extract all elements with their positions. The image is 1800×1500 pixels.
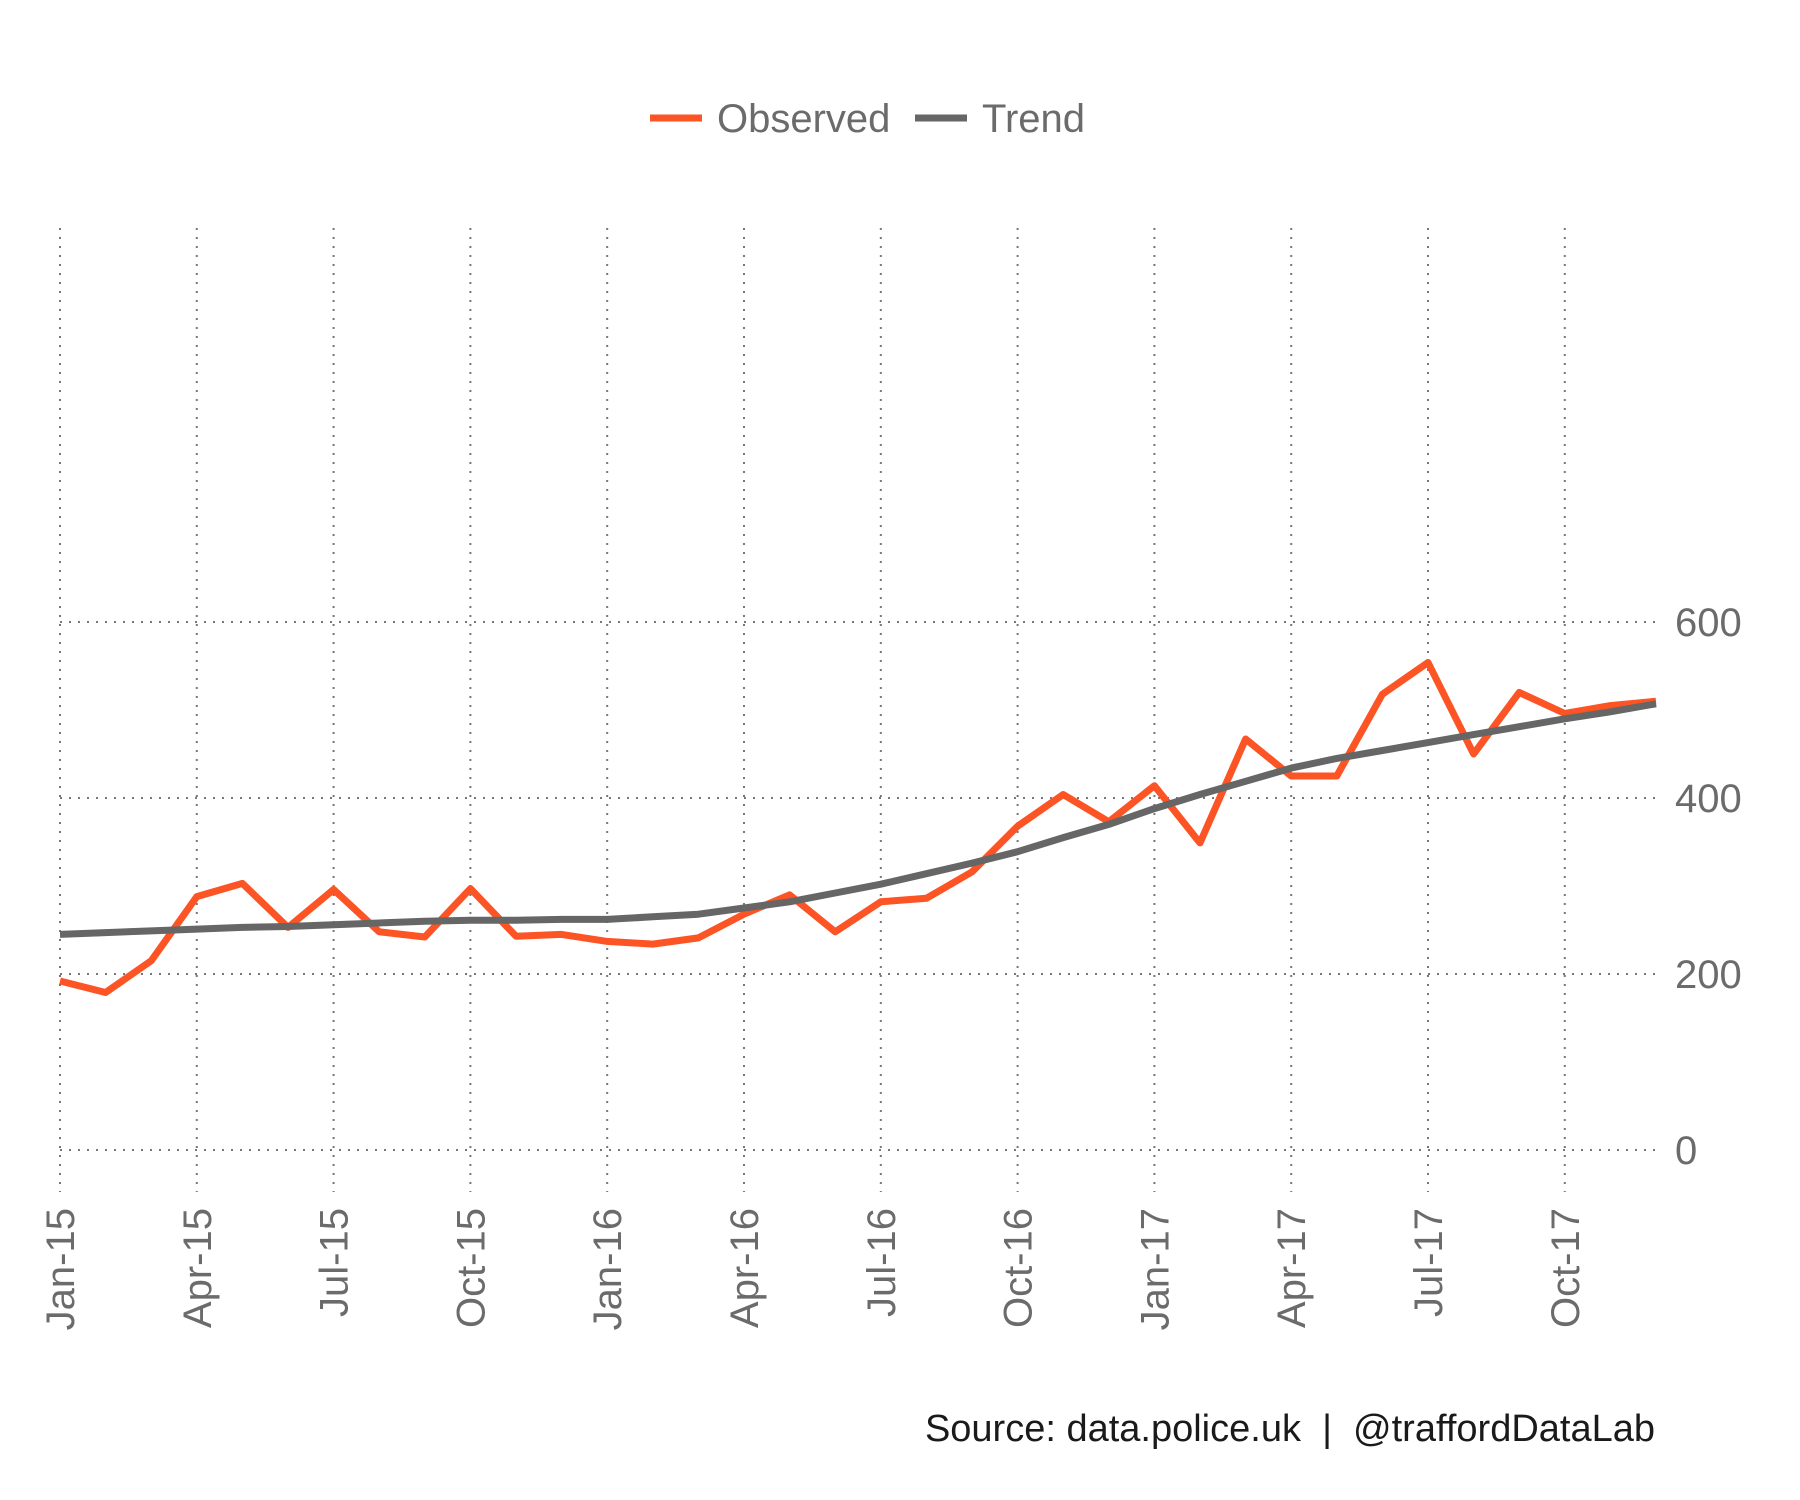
- y-tick-label: 200: [1675, 953, 1742, 997]
- legend-label-trend: Trend: [982, 97, 1085, 141]
- x-tick-label: Jul-16: [860, 1208, 904, 1317]
- legend-label-observed: Observed: [717, 97, 890, 141]
- x-axis-tick-labels: Jan-15 Apr-15 Jul-15 Oct-15 Jan-16 Apr-16 Jul-…: [39, 1208, 1588, 1330]
- series-line-observed: [59, 659, 1657, 996]
- x-tick-label: Oct-15: [449, 1208, 493, 1328]
- series-line-trend: [59, 700, 1657, 938]
- x-tick-label: Jan-16: [586, 1208, 630, 1330]
- x-tick-label: Apr-15: [176, 1208, 220, 1328]
- x-tick-label: Apr-17: [1270, 1208, 1314, 1328]
- x-tick-label: Oct-17: [1544, 1208, 1588, 1328]
- gridlines: [59, 228, 1655, 1192]
- legend: Observed Trend: [650, 97, 1085, 141]
- series-lines: [59, 659, 1657, 996]
- x-tick-label: Oct-16: [997, 1208, 1041, 1328]
- x-tick-label: Jan-17: [1133, 1208, 1177, 1330]
- y-tick-label: 0: [1675, 1129, 1697, 1173]
- x-tick-label: Jan-15: [39, 1208, 83, 1330]
- y-tick-label: 600: [1675, 601, 1742, 645]
- x-tick-label: Jul-17: [1407, 1208, 1451, 1317]
- x-tick-label: Jul-15: [313, 1208, 357, 1317]
- source-caption: Source: data.police.uk | @traffordDataLa…: [925, 1408, 1655, 1450]
- y-axis-tick-labels: 0 200 400 600: [1675, 601, 1742, 1173]
- x-tick-label: Apr-16: [723, 1208, 767, 1328]
- y-tick-label: 400: [1675, 777, 1742, 821]
